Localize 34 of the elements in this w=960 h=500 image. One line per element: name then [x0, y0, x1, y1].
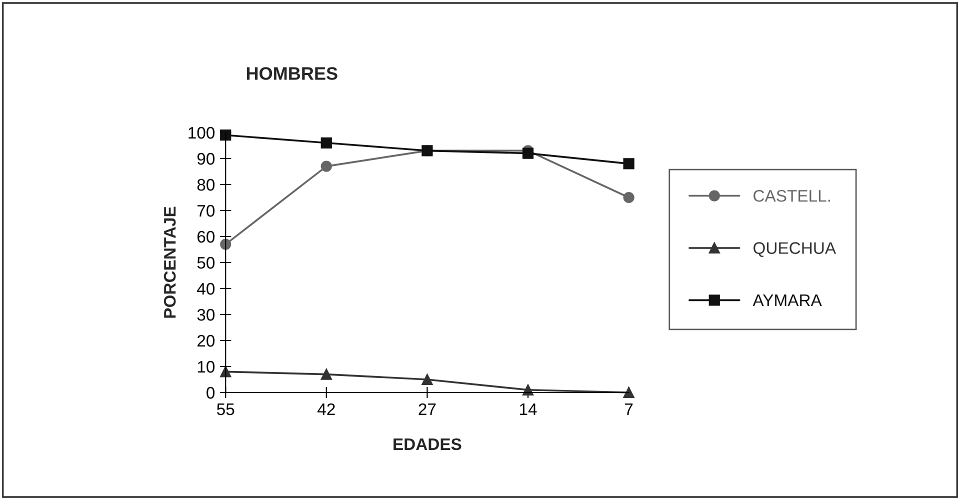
point — [522, 384, 534, 396]
y-axis-title: PORCENTAJE — [164, 206, 176, 318]
point — [422, 374, 433, 386]
point — [320, 160, 332, 172]
y-tick-label: 30 — [197, 308, 215, 321]
y-tick-label: 80 — [197, 178, 215, 191]
point — [220, 238, 232, 250]
y-tick-label: 100 — [188, 126, 215, 139]
y-tick-label: 0 — [206, 386, 215, 399]
point — [522, 148, 534, 159]
x-tick-label: 55 — [217, 404, 234, 416]
x-tick-label: 14 — [520, 404, 537, 415]
point — [623, 192, 634, 204]
x-tick-label: 7 — [625, 404, 633, 415]
y-tick-label: 70 — [198, 204, 215, 217]
point — [220, 366, 232, 378]
y-tick-label: 90 — [197, 152, 215, 165]
y-tick-label: 20 — [197, 334, 215, 347]
legend-label: CASTELL. — [754, 190, 830, 202]
y-tick-label: 10 — [198, 360, 215, 373]
y-tick-label: 50 — [197, 256, 215, 269]
legend-label: AYMARA — [752, 294, 822, 306]
chart-title: HOMBRES — [246, 67, 338, 80]
x-tick-label: 42 — [318, 403, 335, 415]
point — [320, 368, 332, 380]
x-tick-label: 27 — [418, 403, 436, 415]
x-axis-title: EDADES — [394, 438, 462, 450]
y-tick-label: 40 — [197, 282, 215, 295]
legend-label: QUECHUA — [754, 242, 836, 257]
point — [220, 130, 232, 141]
y-tick-label: 60 — [197, 230, 215, 243]
point — [623, 158, 634, 170]
point — [320, 137, 332, 148]
point — [623, 386, 634, 398]
